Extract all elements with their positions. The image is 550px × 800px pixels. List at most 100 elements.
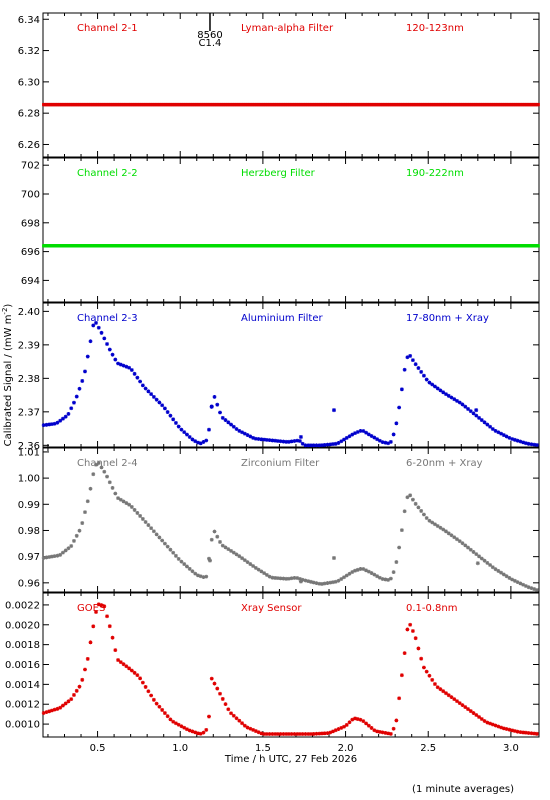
data-point <box>380 730 385 735</box>
data-point <box>212 681 217 686</box>
data-point <box>300 577 305 582</box>
data-point <box>314 443 319 448</box>
data-point <box>287 576 291 581</box>
data-point <box>77 528 82 533</box>
data-point <box>284 439 289 444</box>
data-point <box>350 717 355 722</box>
data-point <box>336 441 341 445</box>
data-point <box>347 434 352 439</box>
data-point <box>361 567 366 571</box>
data-point <box>482 719 487 723</box>
data-point-outlier <box>331 408 336 413</box>
data-point <box>174 721 178 726</box>
data-point-outlier <box>474 408 479 413</box>
panel-3: 2.36 2.37 2.38 2.39 2.40 Channel 2-3 Aluminium… <box>18 302 540 452</box>
data-point <box>507 727 512 732</box>
data-point <box>402 367 407 372</box>
data-point <box>190 437 195 442</box>
data-point-outlier <box>298 579 303 584</box>
data-point <box>58 418 63 423</box>
data-point <box>485 720 490 725</box>
data-point <box>273 576 278 580</box>
data-point <box>168 717 173 722</box>
data-point <box>413 501 418 506</box>
data-point <box>160 708 165 712</box>
data-point <box>110 352 115 357</box>
data-point <box>377 729 382 734</box>
data-point <box>138 514 143 518</box>
data-point <box>107 624 112 629</box>
x-tick-label: 3.0 <box>503 743 519 754</box>
data-point <box>47 422 52 427</box>
panel-filter-label: Lyman-alpha Filter <box>241 23 334 34</box>
data-point <box>91 323 96 328</box>
data-point <box>61 550 65 555</box>
data-point <box>204 574 209 579</box>
data-point <box>413 636 418 641</box>
data-point <box>193 439 198 444</box>
data-point <box>168 547 173 552</box>
data-point <box>275 439 280 443</box>
data-point <box>388 731 393 736</box>
data-point <box>375 437 379 442</box>
data-point <box>66 699 71 704</box>
data-point <box>391 726 396 731</box>
data-point <box>182 562 187 566</box>
data-point <box>207 556 211 561</box>
data-point <box>187 566 192 571</box>
data-point <box>449 395 454 400</box>
data-point <box>140 383 145 388</box>
data-point <box>289 576 294 581</box>
data-point <box>129 668 134 673</box>
data-point <box>325 442 330 447</box>
data-point <box>471 411 476 416</box>
data-point <box>457 400 462 405</box>
data-point <box>366 569 371 574</box>
data-point <box>303 732 308 736</box>
data-point <box>284 732 289 736</box>
data-point <box>394 421 399 426</box>
data-point <box>441 527 446 532</box>
data-point <box>485 560 490 565</box>
data-point <box>113 648 118 653</box>
data-point <box>466 407 470 411</box>
data-point <box>361 429 366 433</box>
data-point <box>452 535 457 540</box>
data-point <box>380 440 385 445</box>
data-point <box>198 731 203 736</box>
y-tick-label: 0.0012 <box>5 700 40 711</box>
data-point <box>479 717 484 721</box>
data-point <box>256 437 261 441</box>
data-point <box>262 571 267 576</box>
data-point <box>463 705 468 709</box>
data-point <box>242 558 247 563</box>
data-point <box>259 437 264 442</box>
data-point <box>419 509 424 513</box>
data-point-outlier <box>331 555 336 560</box>
data-point <box>320 582 324 586</box>
data-point <box>397 405 402 410</box>
data-point <box>94 320 98 325</box>
data-point <box>240 556 244 561</box>
data-point <box>88 640 93 645</box>
data-point <box>220 415 225 420</box>
x-tick-label: 2.5 <box>420 743 436 754</box>
data-point <box>306 732 311 736</box>
data-point <box>220 697 225 701</box>
data-point <box>322 731 327 736</box>
data-point <box>223 702 228 707</box>
data-point <box>430 520 435 525</box>
data-point <box>110 635 115 640</box>
data-point <box>411 629 415 633</box>
data-point <box>317 731 322 736</box>
data-point <box>457 539 462 544</box>
panel-channel-label: Channel 2-3 <box>77 313 138 324</box>
data-point <box>127 666 131 671</box>
y-tick-label: 2.37 <box>18 407 40 418</box>
data-point <box>452 697 457 702</box>
data-point <box>264 572 269 577</box>
data-point <box>523 584 528 588</box>
data-point <box>331 442 335 446</box>
data-point <box>140 680 145 685</box>
data-point <box>138 379 143 384</box>
